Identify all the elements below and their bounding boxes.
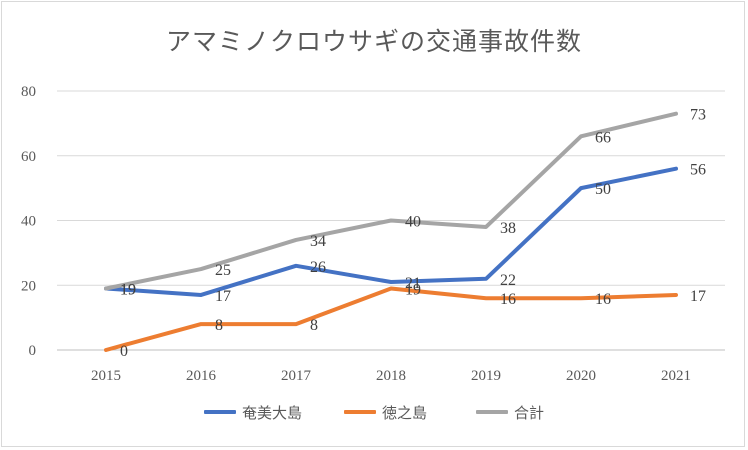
data-label-amami: 22: [500, 272, 516, 289]
legend-label-tokunoshima: 徳之島: [382, 403, 428, 422]
x-tick-label: 2019: [471, 368, 501, 384]
series-line-amami: [104, 166, 678, 297]
data-label-total: 25: [215, 262, 231, 279]
data-label-total: 66: [595, 129, 611, 146]
x-tick-label: 2018: [376, 368, 406, 384]
data-label-amami: 56: [690, 162, 706, 179]
data-label-amami: 17: [215, 288, 231, 305]
legend-item-total[interactable]: 合計: [476, 400, 544, 424]
legend-item-tokunoshima[interactable]: 徳之島: [344, 400, 427, 424]
legend-swatch-amami: [204, 410, 236, 414]
data-label-total: 73: [690, 107, 706, 124]
y-tick-label: 20: [21, 278, 36, 294]
series-line-tokunoshima: [104, 286, 678, 352]
x-tick-label: 2017: [281, 368, 312, 384]
data-label-tokunoshima: 16: [595, 291, 611, 308]
y-tick-label: 40: [21, 214, 36, 230]
data-label-amami: 21: [405, 275, 421, 292]
x-axis: 2015 2016 2017 2018 2019 2020 2021: [91, 368, 691, 384]
x-tick-label: 2016: [186, 368, 217, 384]
chart-title: アマミノクロウサギの交通事故件数: [165, 27, 582, 56]
legend-swatch-total: [476, 410, 508, 414]
data-label-tokunoshima: 16: [500, 291, 516, 308]
data-label-total: 19: [120, 281, 136, 298]
data-label-amami: 19: [120, 281, 136, 298]
x-tick-label: 2020: [566, 368, 596, 384]
legend-label-amami: 奄美大島: [242, 403, 303, 422]
y-tick-label: 60: [21, 149, 36, 165]
data-label-tokunoshima: 8: [310, 317, 318, 334]
data-label-amami: 50: [595, 181, 611, 198]
data-label-tokunoshima: 17: [690, 288, 706, 305]
series-lines: [104, 111, 678, 352]
legend: 奄美大島 徳之島 合計: [0, 400, 748, 424]
y-axis: 0 20 40 60 80: [21, 84, 36, 359]
legend-item-amami[interactable]: 奄美大島: [204, 400, 302, 424]
x-tick-label: 2021: [661, 368, 691, 384]
data-label-tokunoshima: 19: [405, 281, 421, 298]
x-tick-label: 2015: [91, 368, 121, 384]
data-label-tokunoshima: 8: [215, 317, 223, 334]
data-label-total: 40: [405, 214, 421, 231]
data-label-amami: 26: [310, 259, 326, 276]
data-label-tokunoshima: 0: [120, 343, 128, 360]
y-tick-label: 0: [29, 343, 37, 359]
series-line-total: [104, 111, 678, 291]
legend-swatch-tokunoshima: [344, 410, 376, 414]
data-label-total: 38: [500, 220, 516, 237]
data-label-total: 34: [310, 233, 326, 250]
legend-label-total: 合計: [514, 403, 545, 422]
y-tick-label: 80: [21, 84, 36, 100]
